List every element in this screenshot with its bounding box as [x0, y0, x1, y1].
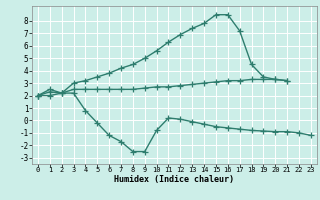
X-axis label: Humidex (Indice chaleur): Humidex (Indice chaleur) — [115, 175, 234, 184]
